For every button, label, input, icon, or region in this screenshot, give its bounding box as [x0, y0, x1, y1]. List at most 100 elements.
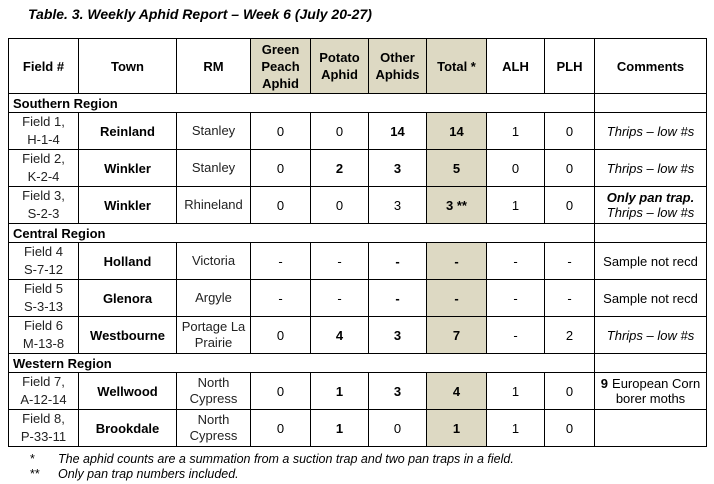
comment-text: Thrips – low #s — [606, 160, 695, 176]
header-rm: RM — [176, 38, 251, 94]
comment-text: Thrips – low #s — [606, 327, 695, 343]
footnotes: * The aphid counts are a summation from a… — [30, 452, 514, 482]
rm-name: North Cypress — [176, 409, 251, 447]
field-id: Field 8, P-33-11 — [8, 409, 79, 447]
field-id-line: Field 6 — [23, 318, 64, 333]
other-count: - — [368, 279, 427, 317]
plh-count: 0 — [544, 372, 595, 410]
alh-count: - — [486, 316, 545, 354]
town-name: Glenora — [78, 279, 177, 317]
potato-count: 1 — [310, 372, 369, 410]
alh-count: 1 — [486, 112, 545, 150]
total-count: 3 ** — [426, 186, 487, 224]
rm-name: Rhineland — [176, 186, 251, 224]
rm-name-line: Rhineland — [184, 197, 243, 212]
header-alh: ALH — [486, 38, 545, 94]
footnote-marker: ** — [30, 467, 40, 481]
green-peach-count: 0 — [250, 409, 311, 447]
field-id: Field 1, H-1-4 — [8, 112, 79, 150]
field-id: Field 5 S-3-13 — [8, 279, 79, 317]
rm-name: Victoria — [176, 242, 251, 280]
rm-name-line: Portage La — [181, 319, 246, 334]
table-row: Field 7, A-12-14 Wellwood North Cypress 0 1 3 4 1… — [8, 372, 707, 410]
header-field: Field # — [8, 38, 79, 94]
region-row: Southern Region — [8, 93, 707, 113]
alh-count: 1 — [486, 409, 545, 447]
comments: 9 European Corn borer moths — [594, 372, 707, 410]
rm-name-line: Stanley — [191, 123, 236, 138]
footnote: ** Only pan trap numbers included. — [30, 467, 514, 482]
region-comments-blank — [594, 353, 707, 373]
field-id-line: Field 4 — [23, 244, 64, 259]
total-count: 7 — [426, 316, 487, 354]
alh-count: 0 — [486, 149, 545, 187]
comment-bold: Only pan trap. — [606, 190, 695, 205]
green-peach-count: 0 — [250, 186, 311, 224]
region-row: Central Region — [8, 223, 707, 243]
comments: Sample not recd — [594, 279, 707, 317]
table-row: Field 8, P-33-11 Brookdale North Cypress 0 1 0 1… — [8, 409, 707, 447]
total-count: - — [426, 279, 487, 317]
rm-name-line: North — [197, 412, 230, 427]
total-count: 1 — [426, 409, 487, 447]
comment-text: Sample not recd — [603, 253, 698, 269]
field-id: Field 2, K-2-4 — [8, 149, 79, 187]
aphid-report-table: Field # Town RM Green Peach Aphid Potato… — [8, 38, 707, 447]
other-count: 3 — [368, 372, 427, 410]
alh-count: - — [486, 242, 545, 280]
field-id-line: S-7-12 — [23, 262, 64, 277]
footnote-text: The aphid counts are a summation from a … — [58, 452, 514, 466]
header-other-aphids: Other Aphids — [368, 38, 427, 94]
field-id-line: A-12-14 — [20, 392, 67, 407]
green-peach-count: 0 — [250, 316, 311, 354]
footnote-marker: * — [30, 452, 35, 466]
field-id-line: M-13-8 — [22, 336, 65, 351]
plh-count: 0 — [544, 112, 595, 150]
field-id-line: Field 5 — [23, 281, 64, 296]
potato-count: - — [310, 279, 369, 317]
plh-count: - — [544, 279, 595, 317]
potato-count: 4 — [310, 316, 369, 354]
total-count: - — [426, 242, 487, 280]
rm-name-line: North — [197, 375, 230, 390]
field-id: Field 3, S-2-3 — [8, 186, 79, 224]
comment-text: Thrips – low #s — [606, 123, 695, 139]
rm-name-line: Argyle — [195, 290, 232, 305]
town-name: Wellwood — [78, 372, 177, 410]
rm-name: North Cypress — [176, 372, 251, 410]
footnote: * The aphid counts are a summation from a… — [30, 452, 514, 467]
potato-count: - — [310, 242, 369, 280]
field-id-line: Field 2, — [22, 151, 65, 166]
total-count: 5 — [426, 149, 487, 187]
other-count: 14 — [368, 112, 427, 150]
table-row: Field 2, K-2-4 Winkler Stanley 0 2 3 5 0 0 Thrips … — [8, 149, 707, 187]
rm-name-line: Cypress — [189, 391, 238, 406]
table-row: Field 1, H-1-4 Reinland Stanley 0 0 14 14 1 0 Thri… — [8, 112, 707, 150]
field-id-line: K-2-4 — [27, 169, 60, 184]
field-id: Field 6 M-13-8 — [8, 316, 79, 354]
table-row: Field 6 M-13-8 Westbourne Portage La Prairie… — [8, 316, 707, 354]
plh-count: 0 — [544, 186, 595, 224]
header-comments: Comments — [594, 38, 707, 94]
table-title: Table. 3. Weekly Aphid Report – Week 6 (… — [28, 6, 372, 22]
potato-count: 0 — [310, 186, 369, 224]
field-id-line: Field 8, — [22, 411, 65, 426]
rm-name: Stanley — [176, 112, 251, 150]
town-name: Westbourne — [78, 316, 177, 354]
table-row: Field 3, S-2-3 Winkler Rhineland 0 0 3 3 ** 1 0 On… — [8, 186, 707, 224]
header-total: Total * — [426, 38, 487, 94]
rm-name-line: Stanley — [191, 160, 236, 175]
field-id: Field 4 S-7-12 — [8, 242, 79, 280]
footnote-text: Only pan trap numbers included. — [58, 467, 239, 481]
comments: Thrips – low #s — [594, 316, 707, 354]
table-row: Field 4 S-7-12 Holland Victoria - - - - - - Sample… — [8, 242, 707, 280]
town-name: Brookdale — [78, 409, 177, 447]
field-id-line: S-3-13 — [23, 299, 64, 314]
other-count: 0 — [368, 409, 427, 447]
rm-name: Argyle — [176, 279, 251, 317]
rm-name-line: Cypress — [189, 428, 238, 443]
comments: Thrips – low #s — [594, 149, 707, 187]
potato-count: 0 — [310, 112, 369, 150]
green-peach-count: - — [250, 279, 311, 317]
comment-text: Thrips – low #s — [606, 205, 695, 220]
